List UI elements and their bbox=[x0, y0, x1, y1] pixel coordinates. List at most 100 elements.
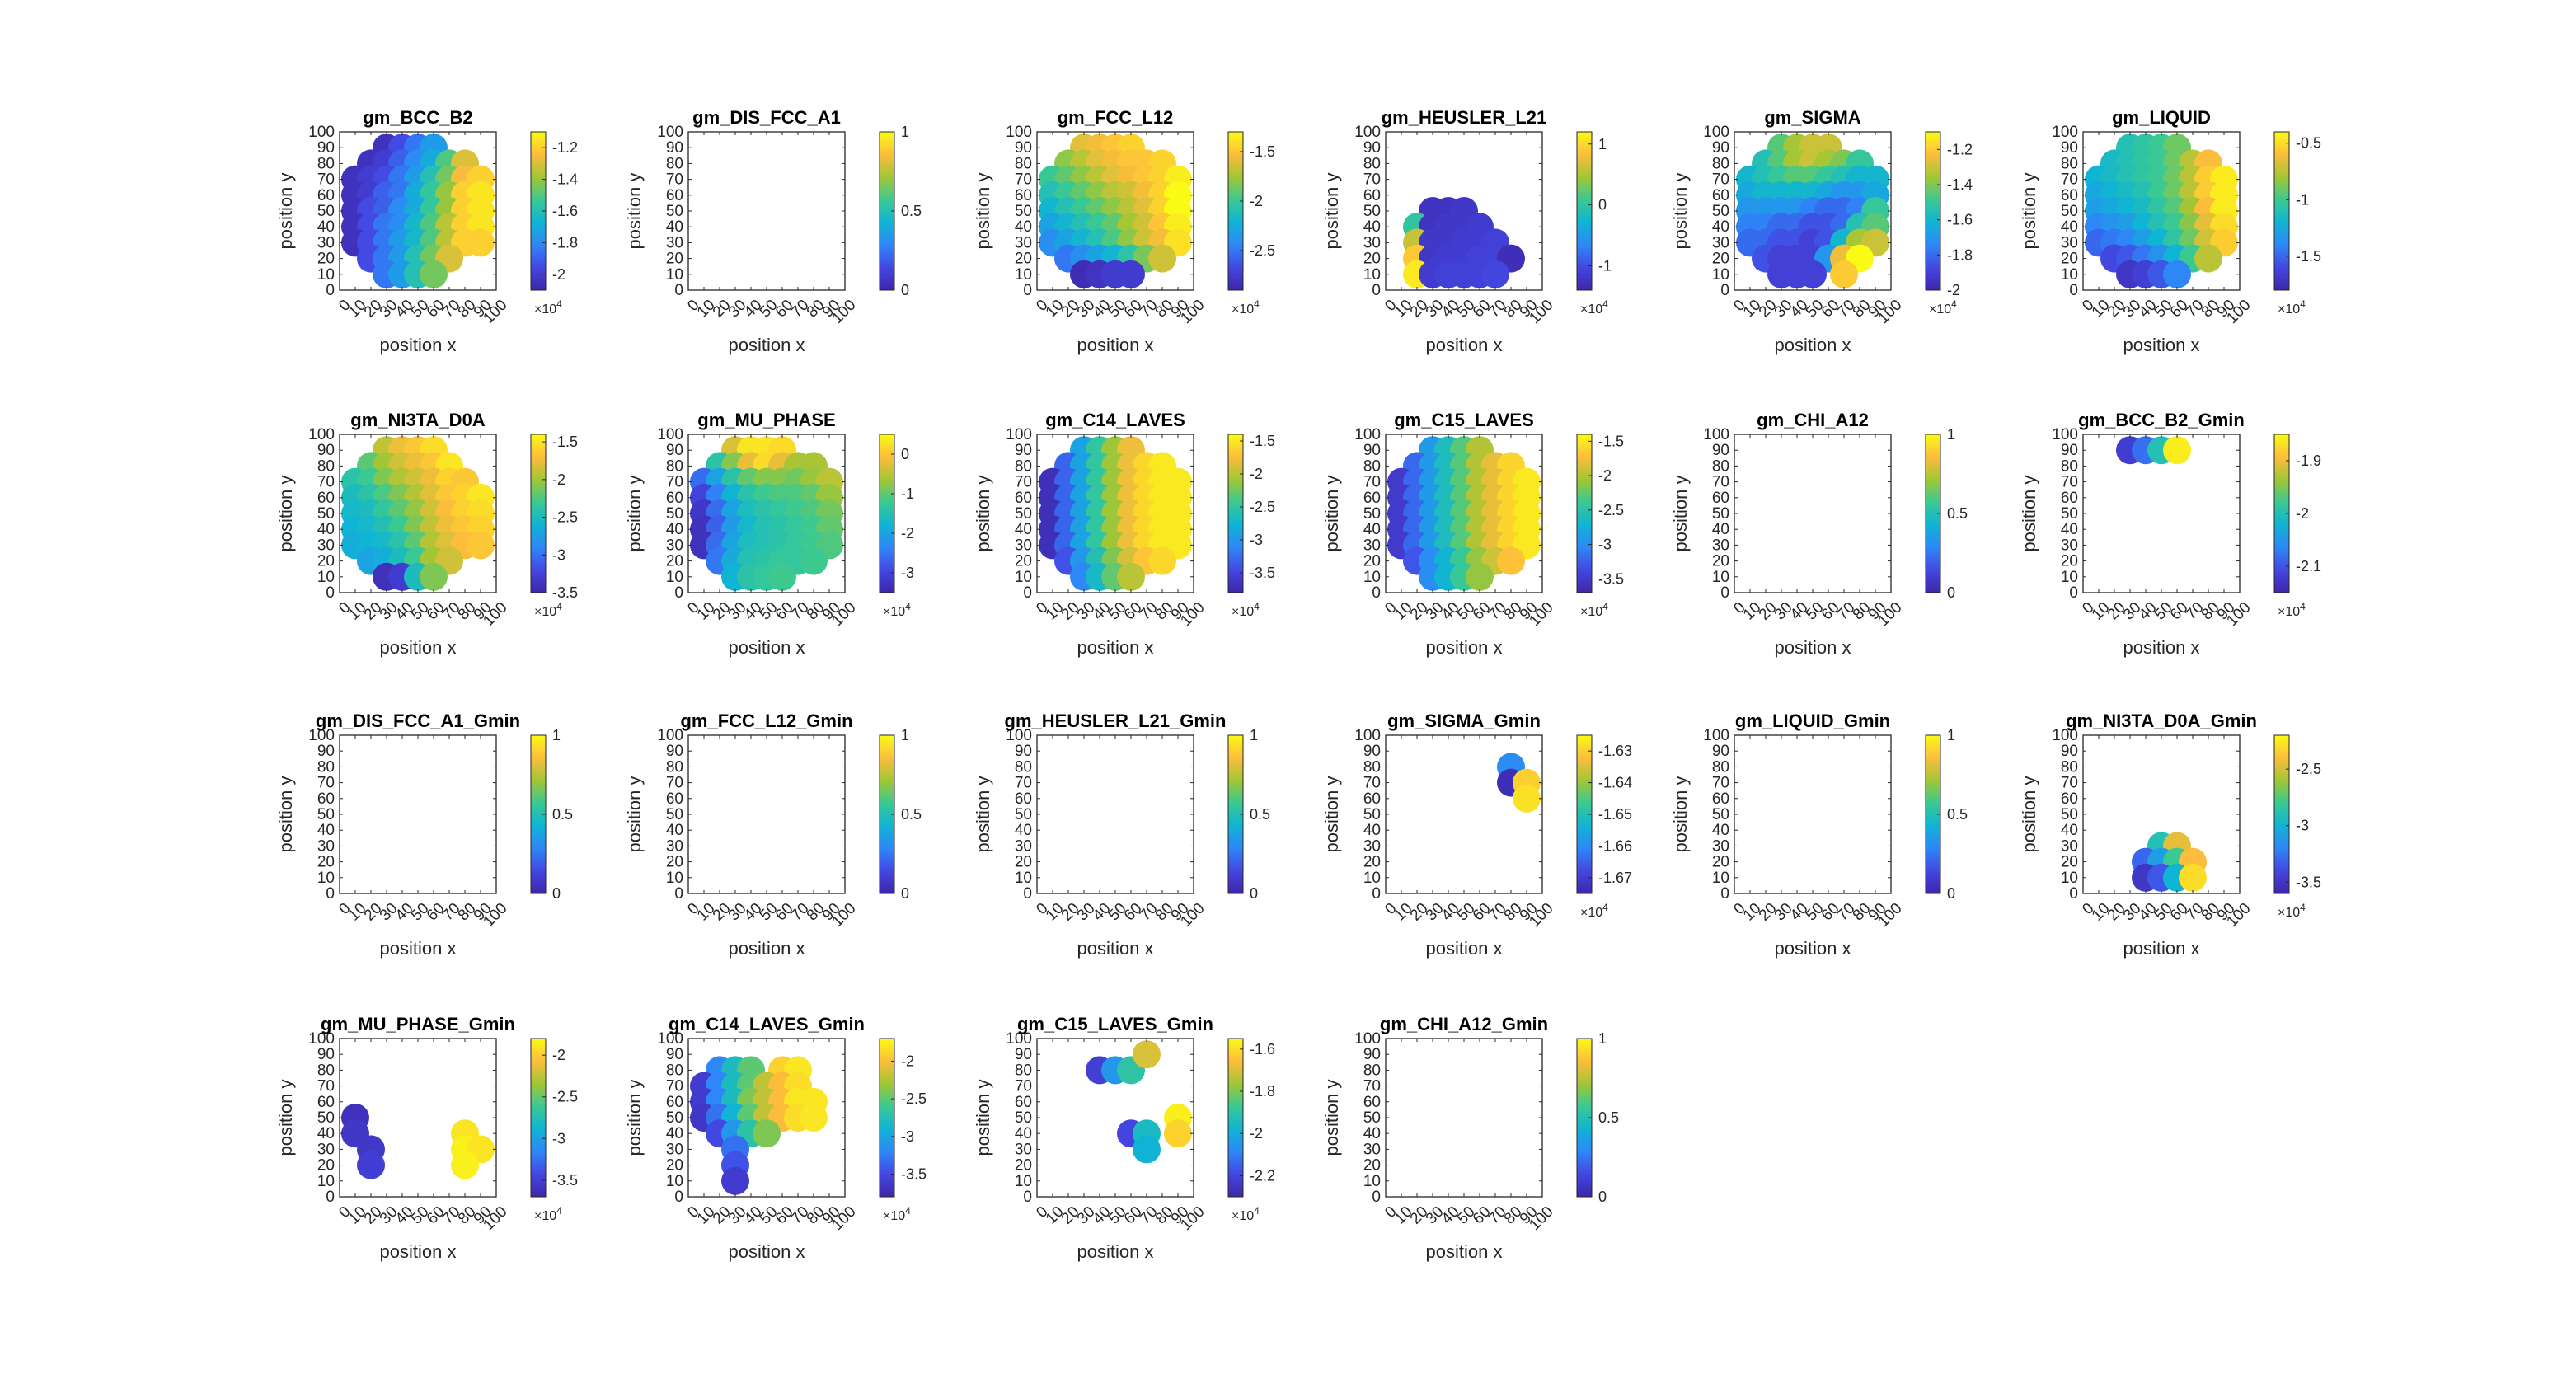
y-tick-label: 40 bbox=[1712, 521, 1729, 538]
y-tick-label: 70 bbox=[317, 1078, 335, 1095]
y-tick-label: 70 bbox=[666, 1078, 683, 1095]
y-tick-label: 100 bbox=[1354, 426, 1381, 443]
y-tick-label: 30 bbox=[666, 837, 683, 855]
subplot-21: 0102030405060708090100010203040506070809… bbox=[1321, 1014, 1619, 1262]
y-tick-label: 60 bbox=[1712, 790, 1729, 808]
colorbar-tick-label: -1.9 bbox=[2296, 453, 2321, 469]
data-point bbox=[1481, 260, 1509, 288]
y-tick-label: 50 bbox=[1363, 505, 1381, 523]
y-axis-label: position y bbox=[2019, 173, 2039, 250]
y-tick-label: 0 bbox=[1372, 282, 1381, 299]
y-tick-label: 20 bbox=[317, 553, 335, 570]
colorbar-tick-label: -3 bbox=[2296, 818, 2309, 834]
colorbar-tick-label: -1 bbox=[1598, 257, 1612, 274]
y-tick-label: 90 bbox=[1712, 442, 1729, 459]
colorbar-tick-label: -1.8 bbox=[1250, 1083, 1275, 1100]
subplot-14: 0102030405060708090100010203040506070809… bbox=[973, 710, 1270, 959]
y-tick-label: 50 bbox=[666, 505, 683, 523]
y-axis-label: position y bbox=[624, 476, 645, 552]
y-tick-label: 100 bbox=[1006, 1030, 1032, 1048]
scatter-points bbox=[1039, 134, 1192, 288]
colorbar-tick-label: -1.8 bbox=[1947, 246, 1973, 263]
y-tick-label: 0 bbox=[326, 885, 335, 903]
subplot-13: 0102030405060708090100010203040506070809… bbox=[624, 710, 922, 959]
data-point bbox=[753, 1119, 781, 1148]
y-tick-label: 50 bbox=[1015, 806, 1032, 823]
y-tick-label: 30 bbox=[2061, 537, 2078, 554]
y-tick-label: 50 bbox=[1363, 203, 1381, 220]
y-tick-label: 80 bbox=[666, 758, 683, 776]
y-axis-label: position y bbox=[973, 476, 993, 552]
colorbar-tick-label: -1.5 bbox=[2296, 248, 2321, 265]
y-tick-label: 60 bbox=[1015, 790, 1032, 808]
y-tick-label: 10 bbox=[1015, 266, 1032, 284]
y-axis-label: position y bbox=[275, 776, 296, 853]
y-tick-label: 30 bbox=[1363, 837, 1381, 855]
colorbar-tick-label: 1 bbox=[552, 727, 561, 743]
subplot-4: 0102030405060708090100010203040506070809… bbox=[1670, 107, 1973, 355]
y-tick-label: 70 bbox=[2061, 775, 2078, 792]
y-tick-label: 70 bbox=[2061, 171, 2078, 189]
y-tick-label: 20 bbox=[317, 854, 335, 871]
colorbar-exponent: ×104 bbox=[1580, 601, 1608, 619]
colorbar-tick-label: -3.5 bbox=[552, 584, 578, 601]
y-tick-label: 30 bbox=[2061, 837, 2078, 855]
y-tick-label: 50 bbox=[1015, 505, 1032, 523]
colorbar-tick-label: -3.5 bbox=[2296, 874, 2321, 890]
scatter-points bbox=[341, 1104, 495, 1179]
subplot-5: 0102030405060708090100010203040506070809… bbox=[2019, 107, 2321, 355]
y-tick-label: 0 bbox=[2069, 584, 2078, 602]
data-point bbox=[721, 1166, 749, 1195]
y-tick-label: 0 bbox=[326, 282, 335, 299]
y-tick-label: 100 bbox=[1354, 727, 1381, 744]
y-tick-label: 80 bbox=[1712, 758, 1729, 776]
axes-background bbox=[1037, 735, 1194, 893]
y-tick-label: 70 bbox=[1015, 775, 1032, 792]
colorbar-tick-label: 0 bbox=[1947, 584, 1955, 601]
y-axis-label: position y bbox=[1321, 1080, 1342, 1156]
data-point bbox=[2179, 863, 2207, 892]
y-tick-label: 50 bbox=[666, 1109, 683, 1127]
colorbar-tick-label: 1 bbox=[1598, 1030, 1607, 1047]
y-tick-label: 20 bbox=[1712, 854, 1729, 871]
colorbar-tick-label: 0.5 bbox=[1598, 1109, 1619, 1126]
y-tick-label: 60 bbox=[317, 187, 335, 204]
y-tick-label: 30 bbox=[1363, 1141, 1381, 1158]
y-tick-label: 80 bbox=[1015, 1062, 1032, 1079]
y-tick-label: 0 bbox=[1023, 584, 1032, 602]
y-tick-label: 80 bbox=[666, 155, 683, 172]
y-tick-label: 90 bbox=[2061, 442, 2078, 459]
colorbar bbox=[530, 1038, 547, 1198]
y-tick-label: 80 bbox=[2061, 155, 2078, 172]
colorbar-tick-label: -2.5 bbox=[901, 1090, 927, 1107]
y-tick-label: 70 bbox=[1363, 474, 1381, 491]
y-tick-label: 10 bbox=[1363, 569, 1381, 586]
colorbar-tick-label: 0.5 bbox=[1250, 806, 1270, 823]
y-tick-label: 80 bbox=[2061, 457, 2078, 475]
y-tick-label: 80 bbox=[1712, 457, 1729, 475]
y-tick-label: 20 bbox=[317, 1157, 335, 1175]
x-axis-label: position x bbox=[380, 1241, 457, 1262]
colorbar-exponent: ×104 bbox=[1232, 1205, 1260, 1223]
colorbar-tick-label: 0.5 bbox=[552, 806, 573, 823]
data-point bbox=[1117, 260, 1145, 288]
y-tick-label: 90 bbox=[1363, 139, 1381, 157]
y-tick-label: 30 bbox=[317, 837, 335, 855]
data-point bbox=[467, 531, 495, 560]
y-tick-label: 10 bbox=[1712, 569, 1729, 586]
plot-title: gm_CHI_A12_Gmin bbox=[1380, 1014, 1548, 1034]
colorbar-tick-label: 0.5 bbox=[901, 203, 922, 219]
y-tick-label: 70 bbox=[666, 171, 683, 189]
y-tick-label: 80 bbox=[1015, 155, 1032, 172]
x-axis-label: position x bbox=[1775, 938, 1851, 959]
y-axis-label: position y bbox=[624, 776, 645, 853]
y-tick-label: 20 bbox=[666, 251, 683, 268]
x-axis-label: position x bbox=[1426, 335, 1503, 355]
y-tick-label: 60 bbox=[1712, 187, 1729, 204]
y-tick-label: 40 bbox=[1363, 1125, 1381, 1142]
y-tick-label: 60 bbox=[2061, 790, 2078, 808]
colorbar-tick-label: -2.5 bbox=[2296, 761, 2321, 777]
colorbar-tick-label: 0 bbox=[901, 885, 909, 902]
y-tick-label: 50 bbox=[1363, 806, 1381, 823]
subplot-11: 0102030405060708090100010203040506070809… bbox=[2019, 410, 2321, 658]
